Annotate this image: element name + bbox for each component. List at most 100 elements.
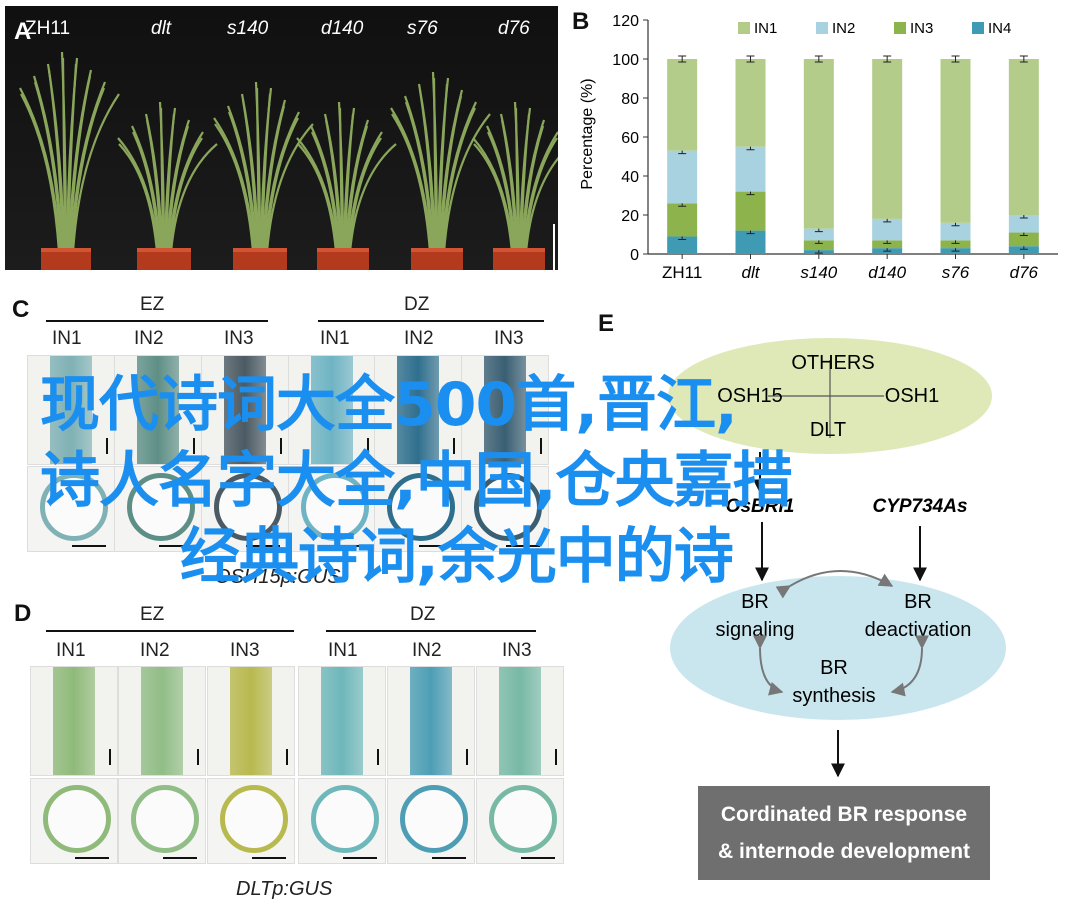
legend-swatch [972,22,984,34]
x-tick-label: ZH11 [662,263,702,282]
cross-section-tile [27,466,115,552]
leaf-stroke [391,113,432,253]
col-header: IN3 [502,640,532,661]
legend-entry: IN1 [754,20,777,37]
bar-segment-in3 [1008,232,1039,247]
scale-bar [106,438,108,454]
leaf-stroke [297,143,338,253]
stem-cross-section [220,785,288,853]
cross-section-tile [374,466,462,552]
bar-segment-in3 [872,240,903,249]
scale-bar [252,857,286,859]
leaf-stroke [254,81,262,253]
leaf-stroke [262,105,286,253]
leaf-stroke [69,81,107,253]
col-header: IN3 [224,328,254,349]
scale-bar [466,749,468,765]
leaf-stroke [347,137,382,253]
group-header-dz: DZ [410,604,436,625]
bar-segment-in1 [735,59,766,147]
stem-section [410,667,452,775]
scale-bar [506,545,540,547]
node-cyp734as: CYP734As [872,496,967,517]
longitudinal-section-tile [114,355,202,465]
leaf-stroke [70,87,106,253]
longitudinal-section-tile [30,666,118,776]
stem-cross-section [474,473,542,541]
leaf-stroke [439,95,463,253]
photo-label: s140 [227,18,269,39]
scale-bar [453,438,455,454]
scale-bar [377,749,379,765]
stem-cross-section [400,785,468,853]
y-tick-label: 40 [621,169,639,186]
scale-bar [72,545,106,547]
col-header: IN2 [404,328,434,349]
scale-bar [163,857,197,859]
stem-cross-section [311,785,379,853]
stem-section [141,667,183,775]
leaf-stroke [403,95,435,253]
cross-section-tile [298,778,386,864]
scale-bar [432,857,466,859]
stem-section [321,667,363,775]
leaf-stroke [473,143,514,253]
longitudinal-section-tile [374,355,462,465]
photo-label: ZH11 [25,18,71,39]
photo-label: d140 [321,18,364,39]
col-header: IN1 [320,328,350,349]
legend-swatch [738,22,750,34]
leaf-stroke [144,113,164,253]
leaf-stroke [486,125,517,253]
leaf-stroke [323,113,343,253]
stem-section [50,356,92,464]
legend-entry: IN4 [988,20,1011,37]
cross-section-tile [387,778,475,864]
leaf-stroke [348,143,397,253]
longitudinal-section-tile [476,666,564,776]
scale-bar [286,749,288,765]
bar-segment-in4 [1008,246,1039,254]
leaf-stroke [522,131,558,253]
leaf-stroke [487,131,516,253]
panel-label-a: A [14,18,32,45]
leaf-stroke [60,51,68,253]
bar-segment-in4 [667,236,698,254]
scale-bar [159,545,193,547]
leaf-stroke [521,125,545,253]
leaf-stroke [260,93,272,253]
leaf-stroke [442,113,491,253]
error-bar [951,55,960,63]
leaf-stroke [213,117,256,253]
scale-bar [109,749,111,765]
leaf-stroke [310,125,341,253]
stem-cross-section [40,473,108,541]
scale-bar [343,857,377,859]
cross-section-tile [288,466,376,552]
stem-section [137,356,179,464]
stem-section [397,356,439,464]
bar-segment-in2 [1008,215,1039,233]
col-header: IN2 [140,640,170,661]
cross-section-tile [476,778,564,864]
leaf-stroke [117,137,160,253]
pot [41,248,91,270]
stem-cross-section [127,473,195,541]
group-divider [318,320,544,322]
cross-section-tile [30,778,118,864]
longitudinal-section-tile [201,355,289,465]
col-header: IN1 [328,640,358,661]
y-tick-label: 120 [612,13,639,30]
node-osbri1: OsBRI1 [726,496,795,517]
leaf-stroke [264,117,299,253]
leaf-stroke [263,111,300,253]
photo-label: s76 [407,18,438,39]
pot [137,248,191,270]
leaf-stroke [227,111,257,253]
stem-cross-section [43,785,111,853]
col-header: IN1 [56,640,86,661]
leaf-stroke [46,63,66,253]
stem-section [499,667,541,775]
leaf-stroke [167,131,204,253]
gene-label-c: OSH15p:GUS [215,566,341,588]
